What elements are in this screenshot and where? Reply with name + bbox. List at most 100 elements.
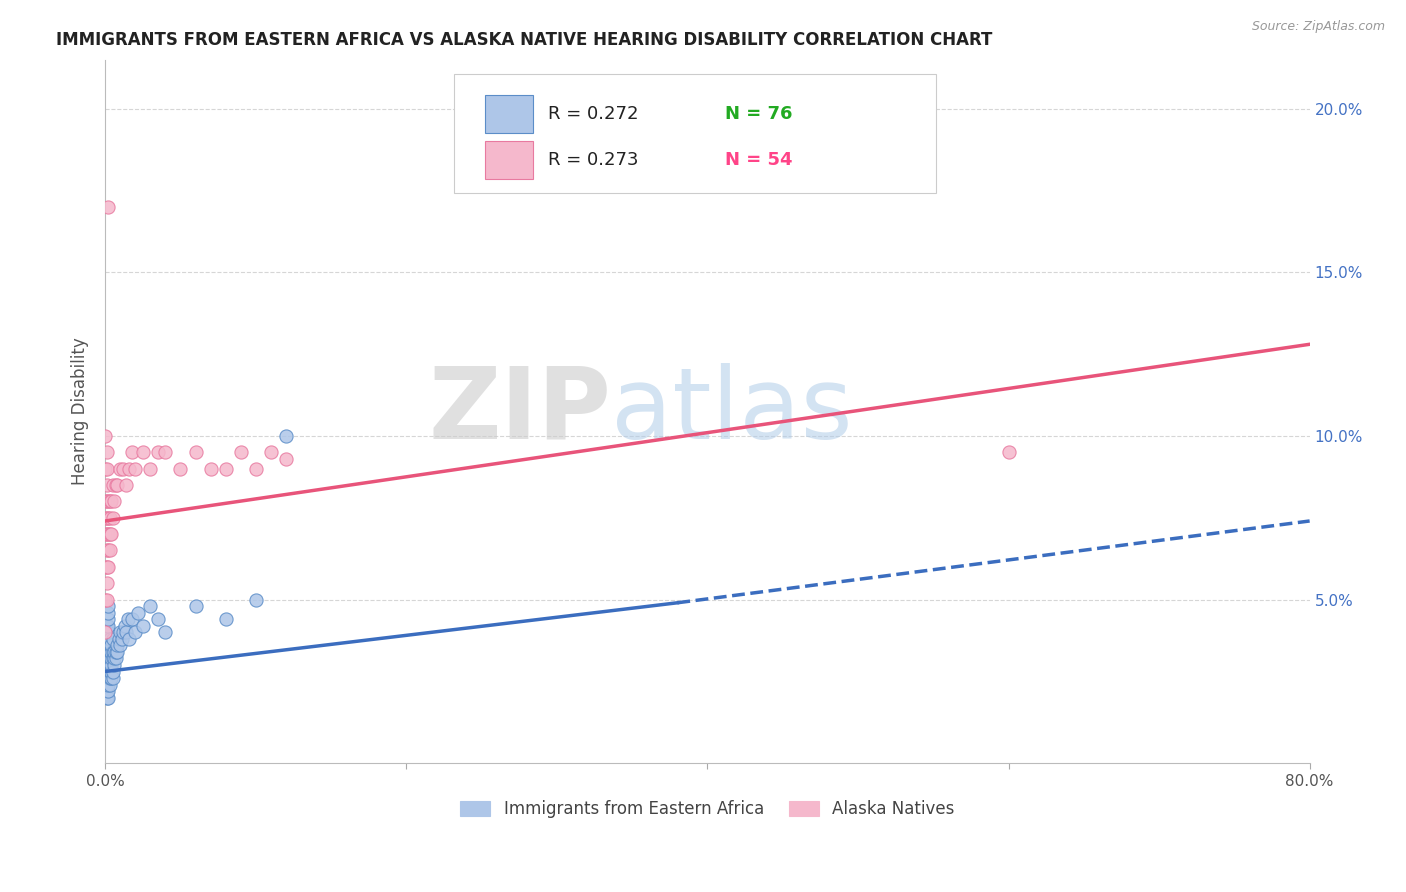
Point [107, 632, 129, 646]
Point [94, 510, 117, 524]
Point [96, 494, 118, 508]
Point [112, 625, 135, 640]
Point [97, 606, 120, 620]
Point [96, 510, 118, 524]
Point [101, 665, 124, 679]
Point [245, 461, 267, 475]
Point [96, 478, 118, 492]
Point [97, 559, 120, 574]
Point [96, 625, 118, 640]
Point [97, 599, 120, 613]
Point [100, 527, 122, 541]
Point [110, 461, 132, 475]
Point [146, 612, 169, 626]
Point [146, 445, 169, 459]
Point [96, 527, 118, 541]
Point [96, 543, 118, 558]
Point [96, 632, 118, 646]
Point [97, 200, 120, 214]
FancyBboxPatch shape [485, 141, 533, 179]
Point [94, 429, 117, 443]
Text: R = 0.273: R = 0.273 [548, 152, 638, 169]
Point [98, 665, 121, 679]
Point [117, 612, 139, 626]
Point [260, 445, 283, 459]
Text: N = 76: N = 76 [725, 105, 793, 123]
Point [132, 618, 155, 632]
Point [997, 445, 1019, 459]
Point [97, 494, 120, 508]
Point [115, 478, 138, 492]
Point [101, 510, 124, 524]
Point [104, 651, 127, 665]
Point [98, 632, 121, 646]
Point [100, 494, 122, 508]
Point [94, 559, 117, 574]
Point [155, 445, 177, 459]
Text: atlas: atlas [612, 363, 852, 460]
Point [139, 461, 162, 475]
Point [155, 625, 177, 640]
Point [97, 671, 120, 685]
Point [118, 632, 141, 646]
Point [97, 684, 120, 698]
Point [96, 684, 118, 698]
Point [274, 451, 297, 466]
Point [110, 625, 132, 640]
Point [101, 651, 124, 665]
Point [98, 510, 121, 524]
Y-axis label: Hearing Disability: Hearing Disability [72, 337, 89, 485]
Point [94, 461, 117, 475]
Point [118, 461, 141, 475]
Point [127, 606, 149, 620]
Point [110, 638, 132, 652]
Text: Source: ZipAtlas.com: Source: ZipAtlas.com [1251, 20, 1385, 33]
Point [97, 677, 120, 691]
Point [98, 671, 121, 685]
Point [103, 494, 125, 508]
Point [139, 599, 162, 613]
Point [101, 645, 124, 659]
Point [101, 671, 124, 685]
Point [229, 445, 252, 459]
Point [101, 632, 124, 646]
Point [98, 638, 121, 652]
Point [105, 638, 128, 652]
Point [96, 559, 118, 574]
Point [100, 638, 122, 652]
Point [96, 592, 118, 607]
Point [184, 599, 207, 613]
Point [96, 638, 118, 652]
Point [100, 645, 122, 659]
Point [124, 461, 146, 475]
Point [100, 665, 122, 679]
Point [101, 478, 124, 492]
Point [111, 632, 134, 646]
Point [112, 461, 135, 475]
Point [105, 645, 128, 659]
Point [103, 657, 125, 672]
Point [94, 592, 117, 607]
Point [96, 651, 118, 665]
Point [121, 612, 143, 626]
Point [121, 445, 143, 459]
Point [94, 494, 117, 508]
Point [97, 638, 120, 652]
FancyBboxPatch shape [485, 95, 533, 134]
Point [169, 461, 191, 475]
Point [94, 665, 117, 679]
Point [104, 645, 127, 659]
Point [214, 461, 236, 475]
Point [97, 625, 120, 640]
Point [97, 645, 120, 659]
Text: N = 54: N = 54 [725, 152, 793, 169]
Point [105, 478, 128, 492]
Point [200, 461, 222, 475]
Point [94, 625, 117, 640]
Point [114, 618, 136, 632]
Point [96, 618, 118, 632]
Point [98, 657, 121, 672]
Point [96, 445, 118, 459]
Point [97, 527, 120, 541]
Point [103, 645, 125, 659]
